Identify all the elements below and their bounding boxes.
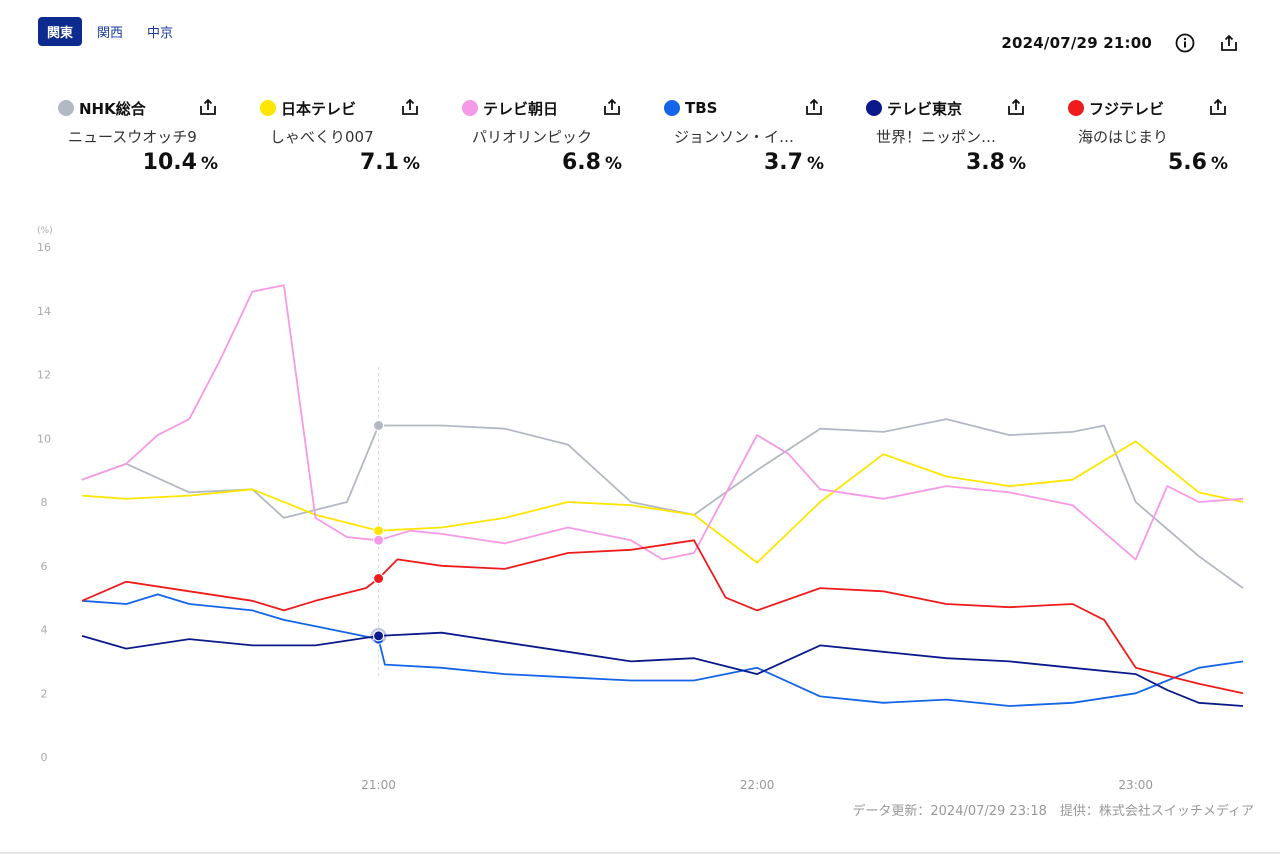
rating-value: 3.7 (763, 150, 803, 175)
divider (0, 852, 1280, 854)
channel-name: NHK総合 (79, 99, 146, 118)
channel-name: 日本テレビ (281, 99, 357, 118)
series-line (81, 593, 1244, 707)
program-title: パリオリンピック (472, 128, 593, 146)
region-tabs: 関東 関西 中京 (38, 17, 182, 46)
y-unit-label: (%) (37, 226, 53, 236)
current-datetime: 2024/07/29 21:00 (1001, 34, 1152, 52)
tab-kanto[interactable]: 関東 (38, 17, 83, 46)
y-tick-label: 10 (37, 432, 51, 445)
program-title: 世界！ニッポン… (876, 128, 997, 146)
series-line (81, 284, 1244, 561)
y-tick-label: 14 (37, 305, 51, 318)
channel-color-dot (260, 100, 276, 116)
share-icon[interactable] (803, 96, 825, 118)
selected-point (373, 534, 385, 546)
rating-unit: % (806, 154, 824, 174)
selected-point (373, 525, 385, 537)
channel-color-dot (866, 100, 882, 116)
program-title: ジョンソン・イ… (674, 128, 795, 146)
channel-list: NHK総合 ニュースウオッチ9 10.4% 日本テレビ しゃべくり007 7.1… (58, 96, 1270, 175)
y-tick-label: 4 (41, 624, 48, 637)
share-icon[interactable] (1005, 96, 1027, 118)
program-title: しゃべくり007 (270, 128, 374, 146)
series-line (81, 539, 1244, 695)
channel-card[interactable]: テレビ朝日 パリオリンピック 6.8% (462, 96, 664, 175)
y-tick-label: 12 (37, 369, 51, 382)
channel-card[interactable]: フジテレビ 海のはじまり 5.6% (1068, 96, 1270, 175)
channel-color-dot (58, 100, 74, 116)
tab-chukyo[interactable]: 中京 (147, 26, 174, 41)
ratings-line-chart[interactable]: (%) 0 2 4 6 8 10 12 14 16 21:00 22:00 23:00 (0, 215, 1280, 800)
channel-color-dot (1068, 100, 1084, 116)
rating-unit: % (604, 154, 622, 174)
y-tick-label: 0 (41, 751, 48, 764)
y-tick-label: 16 (37, 241, 51, 254)
series-line (81, 631, 1244, 707)
rating-value: 6.8 (561, 150, 601, 175)
x-tick-label: 21:00 (361, 778, 396, 792)
header-right: 2024/07/29 21:00 (1001, 32, 1240, 54)
series-line (81, 418, 1244, 589)
selected-point (373, 630, 385, 642)
x-tick-label: 23:00 (1118, 778, 1153, 792)
share-icon[interactable] (1207, 96, 1229, 118)
share-icon[interactable] (197, 96, 219, 118)
rating-value: 7.1 (359, 150, 399, 175)
channel-color-dot (462, 100, 478, 116)
rating-value: 3.8 (965, 150, 1005, 175)
y-tick-label: 2 (41, 687, 48, 700)
channel-name: TBS (685, 99, 718, 117)
rating-unit: % (1210, 154, 1228, 174)
channel-card[interactable]: NHK総合 ニュースウオッチ9 10.4% (58, 96, 260, 175)
channel-color-dot (664, 100, 680, 116)
info-icon[interactable] (1174, 32, 1196, 54)
channel-card[interactable]: テレビ東京 世界！ニッポン… 3.8% (866, 96, 1068, 175)
program-title: ニュースウオッチ9 (68, 128, 197, 146)
rating-unit: % (402, 154, 420, 174)
share-icon[interactable] (1218, 32, 1240, 54)
share-icon[interactable] (399, 96, 421, 118)
rating-unit: % (1008, 154, 1026, 174)
tab-kansai[interactable]: 関西 (97, 26, 124, 41)
rating-value: 10.4 (142, 150, 197, 175)
x-tick-label: 22:00 (740, 778, 775, 792)
share-icon[interactable] (601, 96, 623, 118)
selected-point (373, 573, 385, 584)
channel-card[interactable]: TBS ジョンソン・イ… 3.7% (664, 96, 866, 175)
rating-value: 5.6 (1167, 150, 1207, 175)
selected-point (373, 420, 385, 431)
channel-name: テレビ東京 (887, 99, 963, 118)
channel-card[interactable]: 日本テレビ しゃべくり007 7.1% (260, 96, 462, 175)
y-tick-label: 8 (41, 496, 48, 509)
data-source-footer: データ更新：2024/07/29 23:18 提供：株式会社スイッチメディア (852, 804, 1254, 819)
channel-name: フジテレビ (1089, 99, 1165, 118)
rating-unit: % (200, 154, 218, 174)
channel-name: テレビ朝日 (483, 99, 559, 118)
y-tick-label: 6 (41, 560, 48, 573)
program-title: 海のはじまり (1078, 128, 1169, 146)
series-line (81, 440, 1244, 564)
